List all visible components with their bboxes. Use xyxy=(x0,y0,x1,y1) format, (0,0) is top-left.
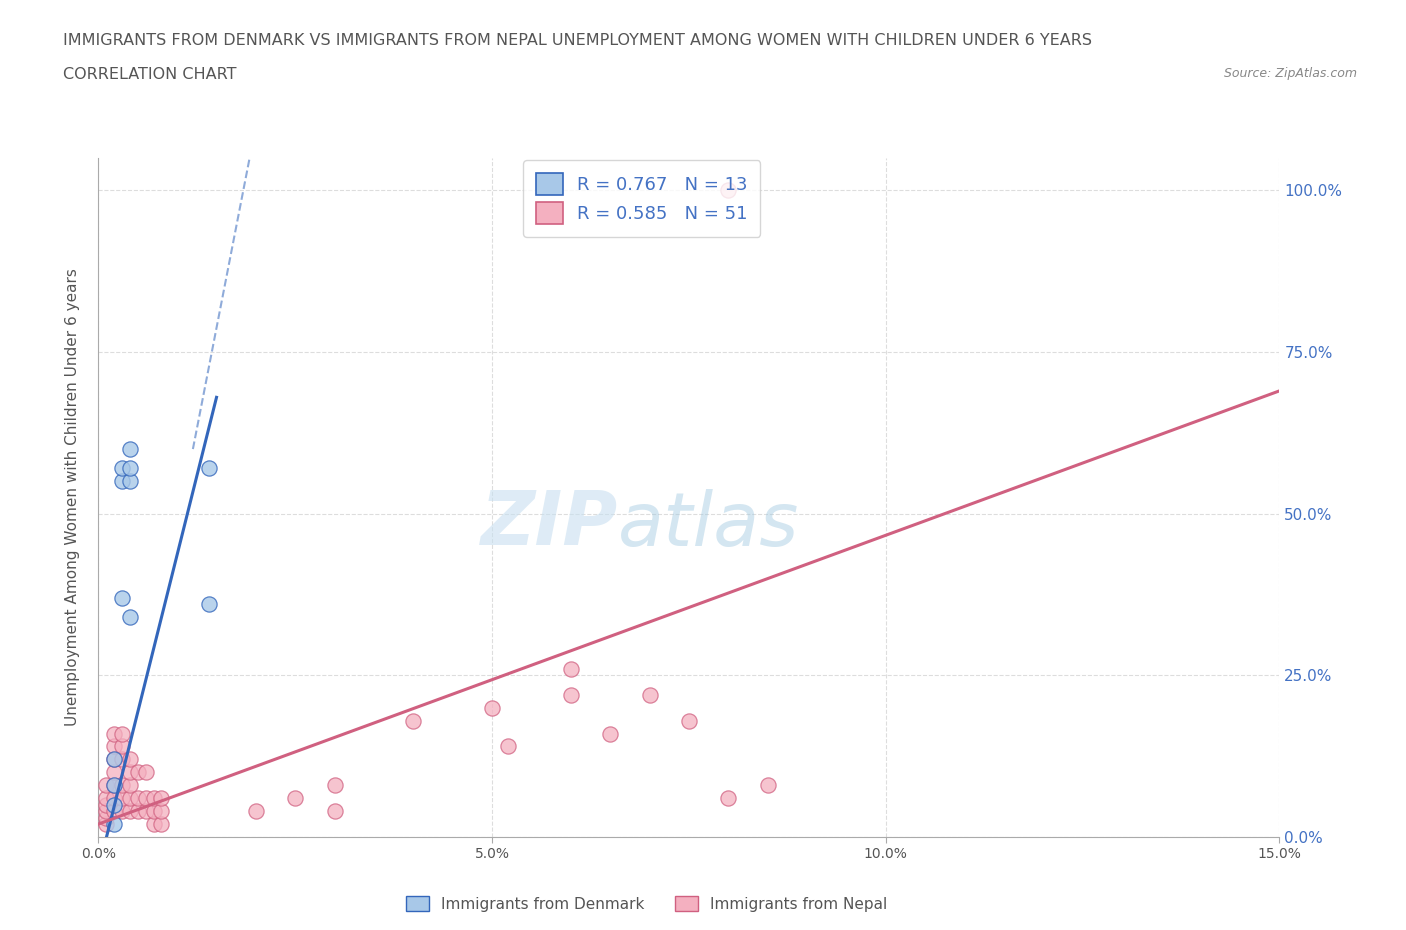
Point xyxy=(150,790,173,805)
Point xyxy=(118,764,141,779)
Legend: Immigrants from Denmark, Immigrants from Nepal: Immigrants from Denmark, Immigrants from… xyxy=(399,889,894,918)
Point xyxy=(111,790,134,805)
Text: CORRELATION CHART: CORRELATION CHART xyxy=(63,67,236,82)
Point xyxy=(118,610,141,625)
Point xyxy=(103,797,125,812)
Point xyxy=(135,790,157,805)
Point xyxy=(96,804,118,818)
Point xyxy=(103,764,125,779)
Point xyxy=(96,790,118,805)
Point xyxy=(638,687,661,702)
Point xyxy=(111,739,134,754)
Point xyxy=(560,661,582,676)
Text: atlas: atlas xyxy=(619,488,800,561)
Point xyxy=(118,777,141,792)
Point xyxy=(323,804,346,818)
Point xyxy=(150,817,173,831)
Point xyxy=(127,790,149,805)
Point xyxy=(717,790,740,805)
Point xyxy=(197,461,219,476)
Point xyxy=(96,810,118,825)
Point xyxy=(717,183,740,198)
Point xyxy=(103,752,125,767)
Point xyxy=(118,461,141,476)
Point xyxy=(111,461,134,476)
Point xyxy=(111,777,134,792)
Point xyxy=(118,804,141,818)
Point xyxy=(150,804,173,818)
Point xyxy=(103,777,125,792)
Point xyxy=(103,817,125,831)
Point xyxy=(96,797,118,812)
Point xyxy=(197,597,219,612)
Point xyxy=(103,777,125,792)
Point xyxy=(111,804,134,818)
Point xyxy=(111,474,134,489)
Point xyxy=(103,739,125,754)
Point xyxy=(118,442,141,457)
Point xyxy=(111,752,134,767)
Text: IMMIGRANTS FROM DENMARK VS IMMIGRANTS FROM NEPAL UNEMPLOYMENT AMONG WOMEN WITH C: IMMIGRANTS FROM DENMARK VS IMMIGRANTS FR… xyxy=(63,33,1092,47)
Point xyxy=(96,777,118,792)
Point xyxy=(599,726,621,741)
Point xyxy=(142,804,165,818)
Point xyxy=(756,777,779,792)
Point xyxy=(103,726,125,741)
Point xyxy=(127,764,149,779)
Y-axis label: Unemployment Among Women with Children Under 6 years: Unemployment Among Women with Children U… xyxy=(65,269,80,726)
Point xyxy=(402,713,425,728)
Text: ZIP: ZIP xyxy=(481,488,619,561)
Point xyxy=(496,739,519,754)
Point xyxy=(323,777,346,792)
Point xyxy=(560,687,582,702)
Point xyxy=(103,790,125,805)
Point xyxy=(481,700,503,715)
Point xyxy=(135,804,157,818)
Point xyxy=(96,817,118,831)
Point xyxy=(284,790,307,805)
Point xyxy=(118,474,141,489)
Text: Source: ZipAtlas.com: Source: ZipAtlas.com xyxy=(1223,67,1357,80)
Point xyxy=(678,713,700,728)
Point xyxy=(142,790,165,805)
Point xyxy=(127,804,149,818)
Point xyxy=(142,817,165,831)
Point xyxy=(118,752,141,767)
Point xyxy=(245,804,267,818)
Point xyxy=(103,804,125,818)
Legend: R = 0.767   N = 13, R = 0.585   N = 51: R = 0.767 N = 13, R = 0.585 N = 51 xyxy=(523,160,761,237)
Point xyxy=(135,764,157,779)
Point xyxy=(111,726,134,741)
Point xyxy=(118,790,141,805)
Point xyxy=(103,752,125,767)
Point xyxy=(111,591,134,605)
